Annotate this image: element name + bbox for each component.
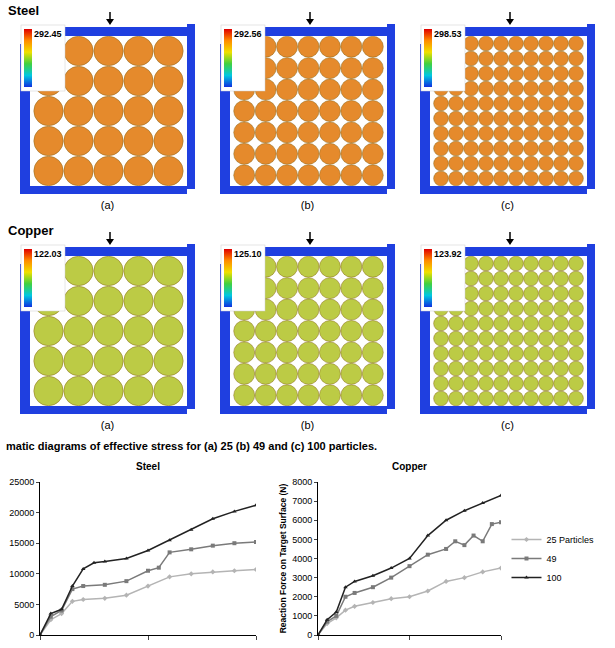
- svg-text:Copper: Copper: [392, 461, 427, 472]
- svg-text:20000: 20000: [9, 508, 34, 518]
- svg-text:Reaction Force on Target Surfa: Reaction Force on Target Surface (N): [278, 484, 288, 634]
- svg-text:8000: 8000: [292, 477, 312, 487]
- svg-text:292.45: 292.45: [34, 29, 62, 39]
- svg-text:4000: 4000: [292, 554, 312, 564]
- svg-text:6000: 6000: [292, 515, 312, 525]
- svg-text:125.10: 125.10: [234, 249, 262, 259]
- svg-text:123.92: 123.92: [434, 249, 462, 259]
- svg-text:15000: 15000: [9, 538, 34, 548]
- svg-text:10000: 10000: [9, 569, 34, 579]
- svg-text:(b): (b): [301, 419, 314, 431]
- svg-text:(a): (a): [101, 419, 114, 431]
- svg-text:Steel: Steel: [136, 461, 160, 472]
- svg-text:25 Particles: 25 Particles: [546, 535, 594, 545]
- svg-text:2000: 2000: [292, 592, 312, 602]
- svg-text:100: 100: [546, 573, 561, 583]
- svg-text:Copper: Copper: [8, 223, 54, 238]
- svg-text:5000: 5000: [14, 600, 34, 610]
- svg-text:0: 0: [307, 630, 312, 640]
- svg-text:5000: 5000: [292, 535, 312, 545]
- svg-text:298.53: 298.53: [434, 29, 462, 39]
- svg-text:(c): (c): [501, 419, 514, 431]
- svg-text:49: 49: [546, 554, 556, 564]
- svg-text:7000: 7000: [292, 496, 312, 506]
- svg-text:(a): (a): [101, 199, 114, 211]
- svg-text:(c): (c): [501, 199, 514, 211]
- svg-text:3000: 3000: [292, 573, 312, 583]
- svg-text:122.03: 122.03: [34, 249, 62, 259]
- svg-text:(b): (b): [301, 199, 314, 211]
- svg-text:matic diagrams of effective st: matic diagrams of effective stress for (…: [6, 440, 377, 452]
- svg-text:292.56: 292.56: [234, 29, 262, 39]
- svg-text:0: 0: [29, 630, 34, 640]
- svg-text:Steel: Steel: [8, 3, 39, 18]
- svg-text:1000: 1000: [292, 611, 312, 621]
- svg-text:25000: 25000: [9, 477, 34, 487]
